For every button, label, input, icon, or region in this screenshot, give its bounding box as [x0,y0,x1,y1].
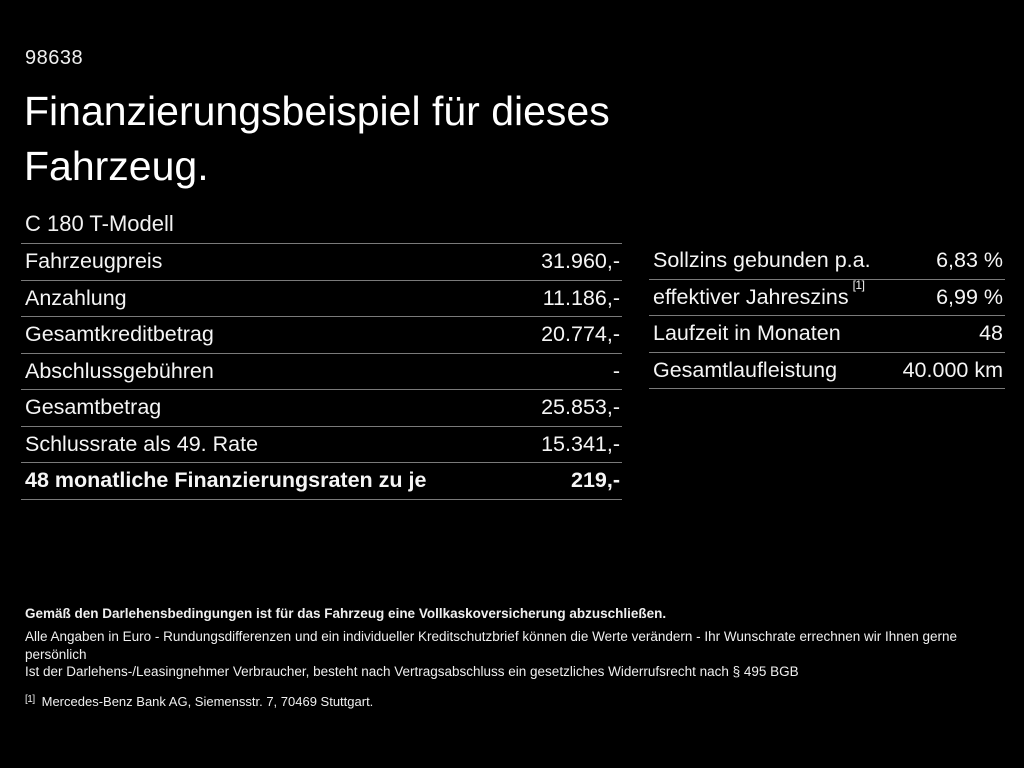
row-value: 25.853,- [541,395,620,420]
row-value: 48 [979,321,1003,346]
insurance-note: Gemäß den Darlehensbedingungen ist für d… [25,606,667,621]
table-row: Fahrzeugpreis 31.960,- [21,244,622,281]
row-value: 40.000 km [902,357,1003,382]
row-label: Fahrzeugpreis [25,249,163,274]
row-label-text: effektiver Jahreszins [653,284,849,309]
table-row: effektiver Jahreszins[1] 6,99 % [649,278,1005,316]
row-value: 6,99 % [936,284,1003,309]
row-label: Laufzeit in Monaten [653,321,841,346]
row-label: Sollzins gebunden p.a. [653,248,871,273]
table-row: Schlussrate als 49. Rate 15.341,- [21,427,622,463]
row-label: Schlussrate als 49. Rate [25,431,259,456]
row-value: 20.774,- [541,322,620,347]
table-row: Laufzeit in Monaten 48 [649,316,1005,353]
row-label: 48 monatliche Finanzierungsraten zu je [25,468,427,493]
table-row: Gesamtlaufleistung 40.000 km [649,353,1005,389]
row-value: 11.186,- [542,285,620,310]
vehicle-model: C 180 T-Modell [25,211,174,236]
footnote-marker: [1] [25,693,35,705]
row-value: 31.960,- [541,249,620,274]
row-label: Abschlussgebühren [25,358,214,383]
offer-id: 98638 [25,47,84,69]
row-value: - [612,358,620,383]
table-row-monthly-rate: 48 monatliche Finanzierungsraten zu je 2… [21,463,622,500]
table-row: Gesamtkreditbetrag 20.774,- [21,317,622,354]
footnote-ref: [1] [852,277,865,292]
page-title: Finanzierungsbeispiel für dieses Fahrzeu… [24,88,610,189]
disclaimer-line-1: Alle Angaben in Euro - Rundungsdifferenz… [25,629,958,662]
footnote: [1] Mercedes-Benz Bank AG, Siemensstr. 7,… [25,694,1000,709]
row-value: 6,83 % [936,248,1003,273]
row-label: Gesamtkreditbetrag [25,322,214,347]
financing-table-left: Fahrzeugpreis 31.960,- Anzahlung 11.186,… [21,243,622,500]
row-label: Anzahlung [25,285,127,310]
table-row: Abschlussgebühren - [21,354,622,390]
table-row: Sollzins gebunden p.a. 6,83 % [649,243,1005,280]
legal-footer: Gemäß den Darlehensbedingungen ist für d… [25,605,1000,709]
row-value: 219,- [570,468,620,493]
table-row: Gesamtbetrag 25.853,- [21,390,622,427]
table-row: Anzahlung 11.186,- [21,281,622,317]
row-label: Gesamtlaufleistung [653,357,838,382]
row-value: 15.341,- [541,431,620,456]
row-label: effektiver Jahreszins[1] [653,278,865,310]
disclaimer-line-2: Ist der Darlehens-/Leasingnehmer Verbrau… [25,664,799,679]
row-label: Gesamtbetrag [25,395,162,420]
footnote-text: Mercedes-Benz Bank AG, Siemensstr. 7, 70… [41,693,374,709]
financing-table-right: Sollzins gebunden p.a. 6,83 % effektiver… [649,243,1005,389]
